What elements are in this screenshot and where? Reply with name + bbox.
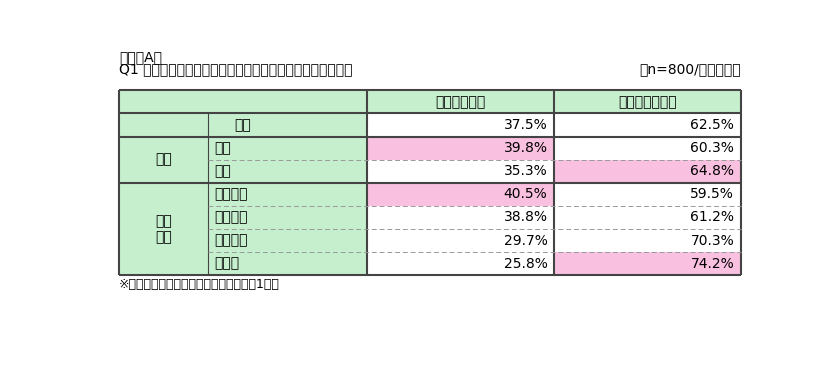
Bar [119,183,208,275]
Text: 59.5%: 59.5% [690,187,734,201]
Bar [119,137,208,160]
Bar [208,183,367,206]
Text: 29.7%: 29.7% [504,234,548,248]
Bar [119,137,208,183]
Text: 25.8%: 25.8% [504,256,548,270]
Bar [208,137,367,160]
Bar [554,206,741,229]
Bar [208,229,367,252]
Bar [119,206,208,229]
Bar [554,183,741,206]
Bar [367,229,554,252]
Text: 35.3%: 35.3% [504,164,548,178]
Text: 内職していない: 内職していない [617,95,676,109]
Text: 内職している: 内職している [435,95,486,109]
Bar [119,252,208,275]
Bar [367,113,554,137]
Text: 74.2%: 74.2% [690,256,734,270]
Bar [367,206,554,229]
Text: 零細企業: 零細企業 [214,187,248,201]
Text: 37.5%: 37.5% [504,118,548,132]
Text: 64.8%: 64.8% [690,164,734,178]
Bar [119,183,208,206]
Text: 中小企業: 中小企業 [214,210,248,224]
Bar [554,137,741,160]
Bar [367,252,554,275]
Text: 女性: 女性 [214,164,231,178]
Bar [367,183,554,206]
Text: （n=800/単一回答）: （n=800/単一回答） [639,63,741,77]
Text: 全体: 全体 [234,118,251,132]
Bar [119,229,208,252]
Bar [554,160,741,183]
Text: 中堅企業: 中堅企業 [214,234,248,248]
Bar [119,91,741,113]
Text: 大企業: 大企業 [214,256,239,270]
Text: 男性: 男性 [214,141,231,155]
Text: 企業
規模: 企業 規模 [155,214,172,244]
Text: 60.3%: 60.3% [690,141,734,155]
Text: 40.5%: 40.5% [504,187,548,201]
Bar [554,113,741,137]
Text: 39.8%: 39.8% [503,141,548,155]
Bar [554,252,741,275]
Text: 性別: 性別 [155,153,172,167]
Bar [208,252,367,275]
Bar [367,137,554,160]
Text: 38.8%: 38.8% [503,210,548,224]
Bar [554,229,741,252]
Bar [119,113,367,137]
Text: 61.2%: 61.2% [690,210,734,224]
Bar [208,160,367,183]
Text: ※背景色付きは、各セグメント毎の上位1項目: ※背景色付きは、各セグメント毎の上位1項目 [119,278,280,291]
Text: Q1 あなたは、オンライン社内会議で内職をしていますか？: Q1 あなたは、オンライン社内会議で内職をしていますか？ [119,63,353,77]
Bar [208,206,367,229]
Text: （図表A）: （図表A） [119,50,162,64]
Text: 62.5%: 62.5% [690,118,734,132]
Bar [367,160,554,183]
Bar [119,160,208,183]
Text: 70.3%: 70.3% [690,234,734,248]
